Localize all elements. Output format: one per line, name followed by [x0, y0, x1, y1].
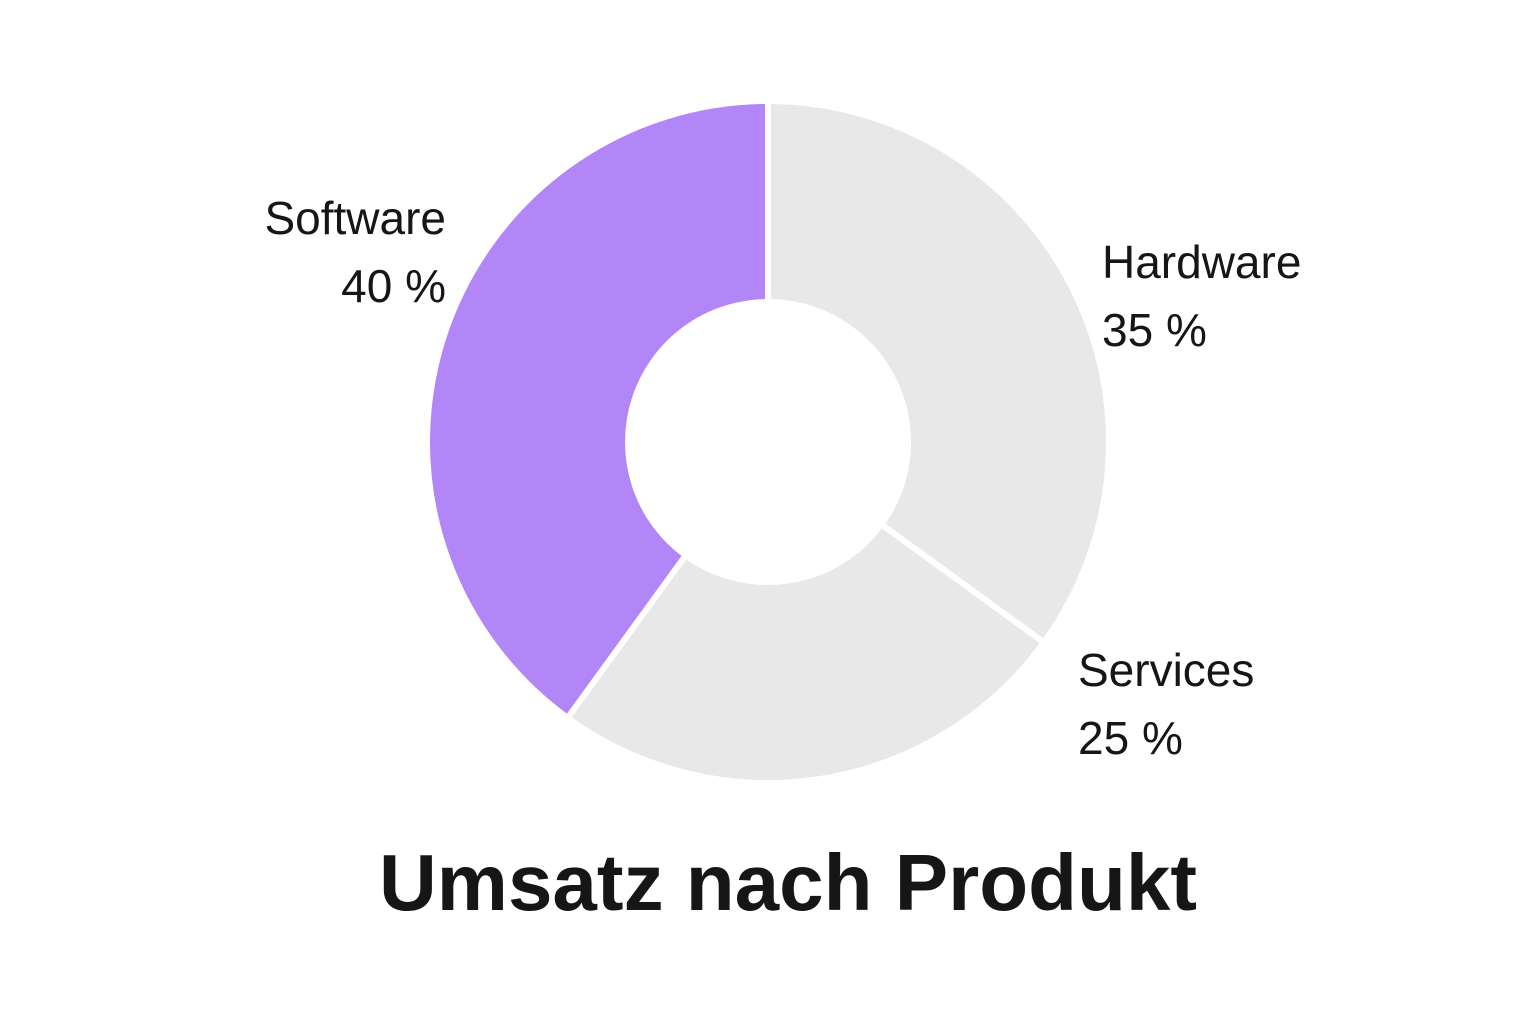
slice-value-services: 25 %	[1078, 712, 1183, 764]
slice-hardware	[765, 98, 1112, 646]
slice-label-software: Software	[264, 192, 446, 244]
slice-software	[424, 98, 771, 721]
slice-labels: Hardware 35 % Services 25 % Software 40 %	[264, 192, 1301, 764]
slice-value-software: 40 %	[341, 260, 446, 312]
slice-label-hardware: Hardware	[1102, 236, 1301, 288]
slice-value-hardware: 35 %	[1102, 304, 1207, 356]
donut-slices	[424, 98, 1112, 786]
slice-services	[564, 521, 1047, 786]
chart-title: Umsatz nach Produkt	[379, 838, 1197, 927]
slice-label-services: Services	[1078, 644, 1254, 696]
